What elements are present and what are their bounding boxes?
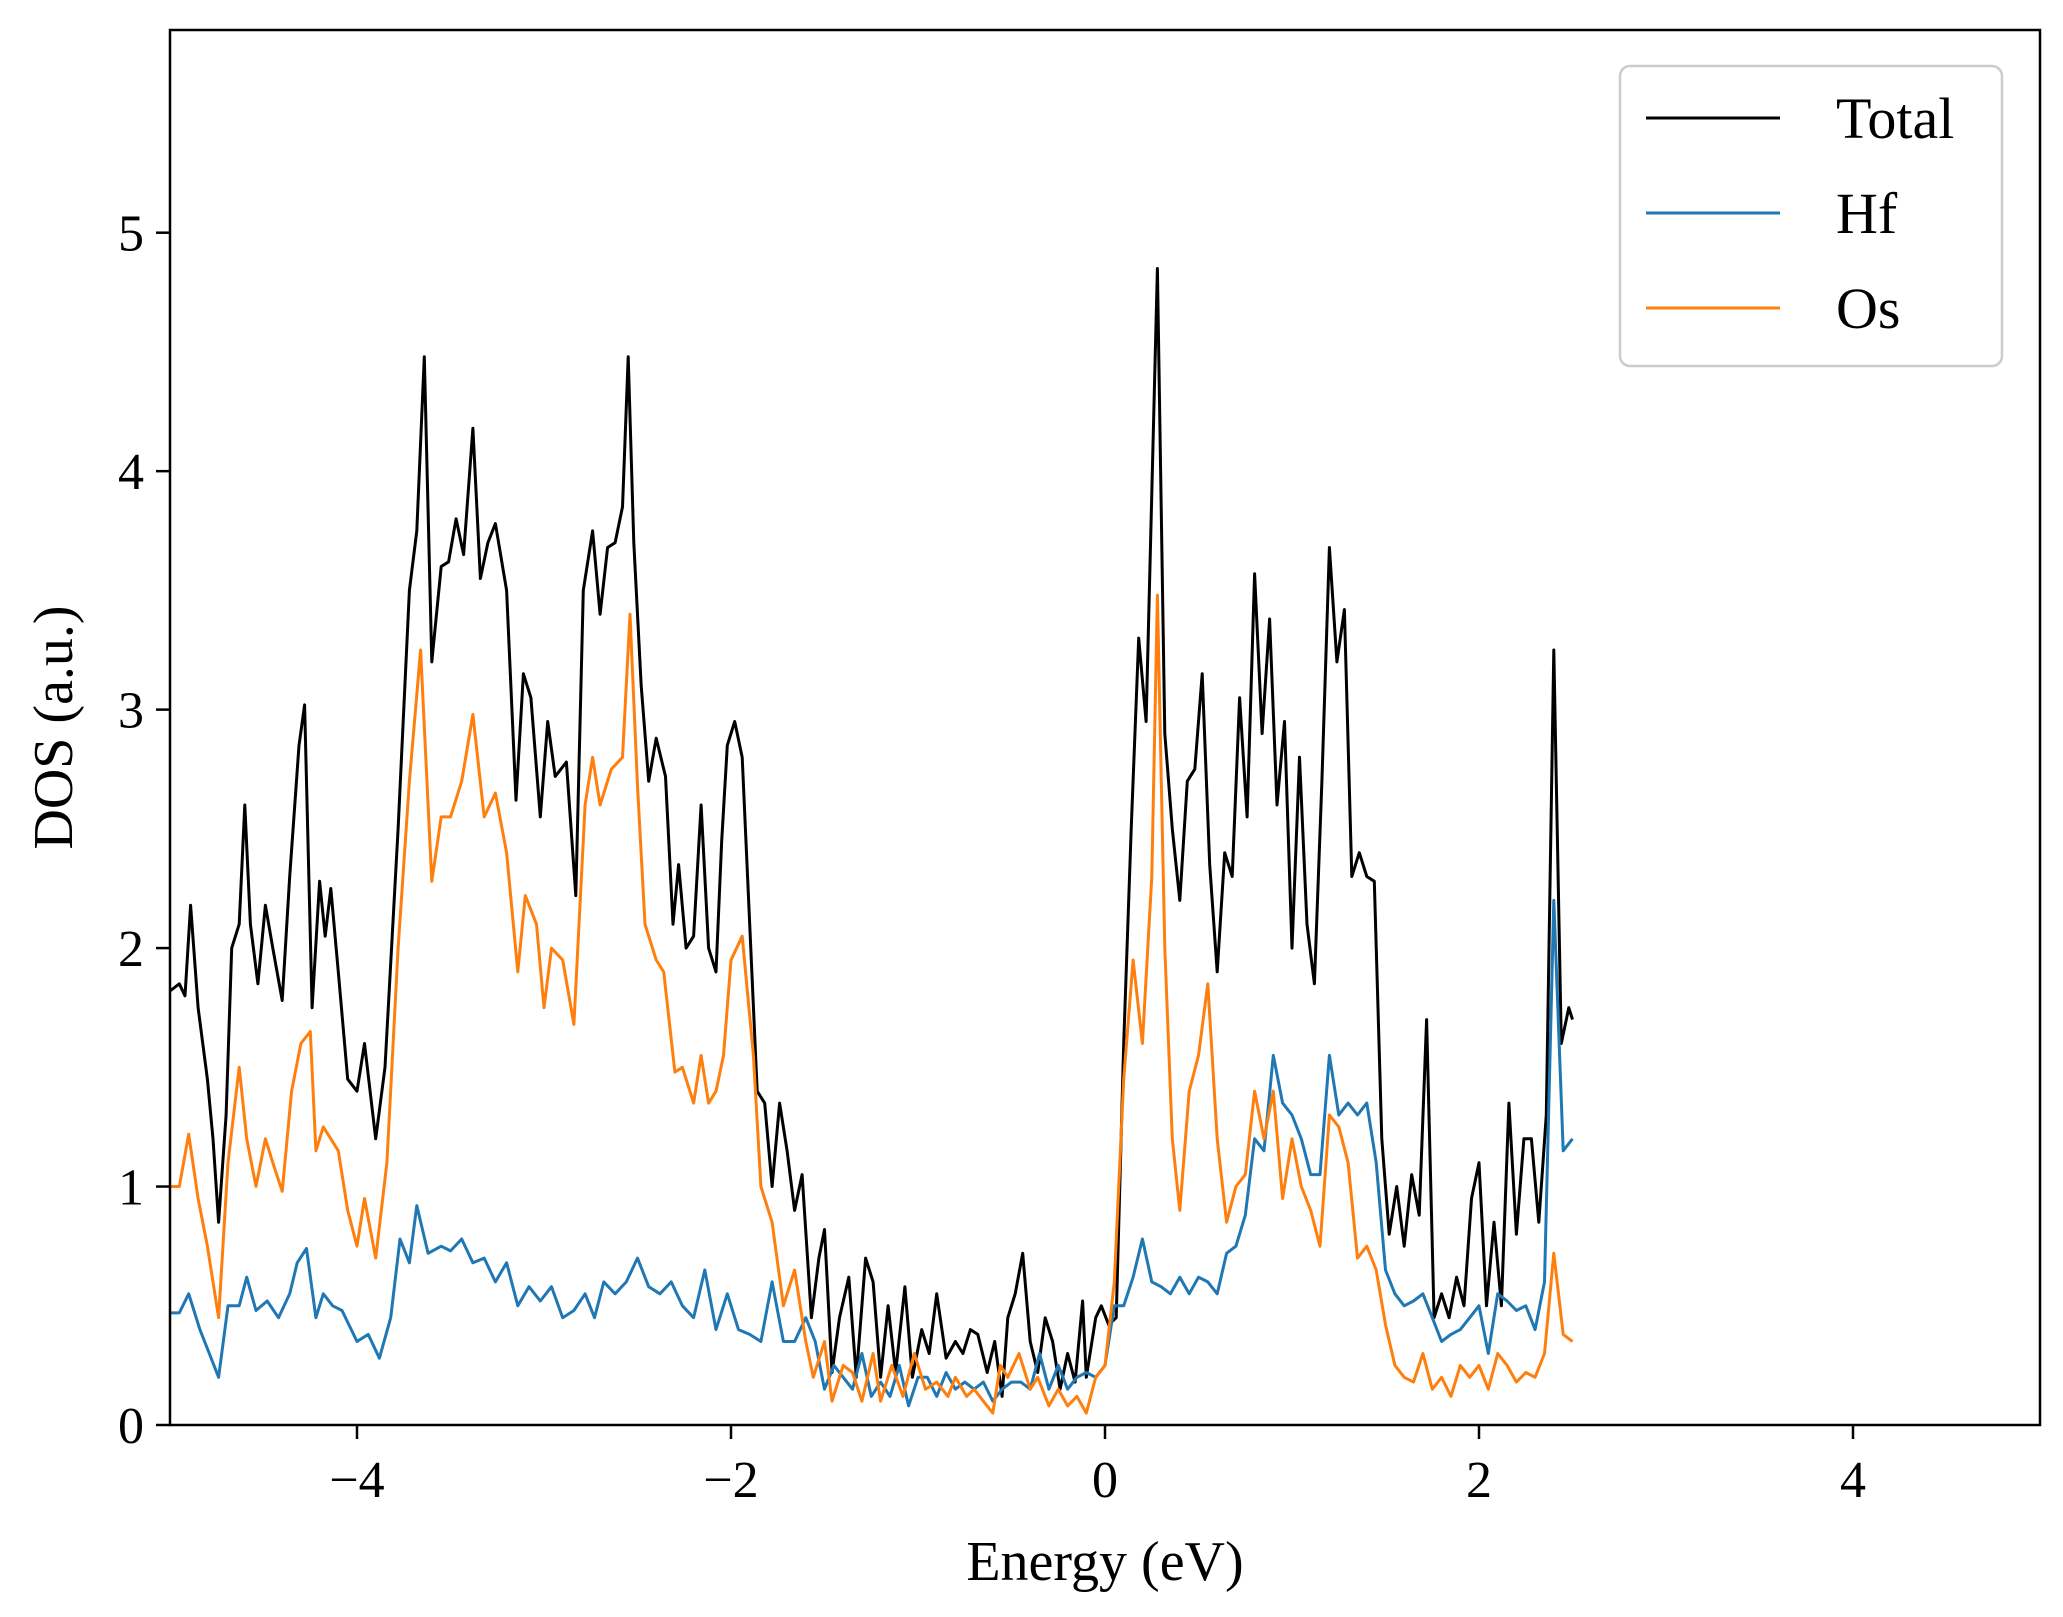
y-tick-label: 5: [118, 206, 144, 263]
y-tick-label: 0: [118, 1398, 144, 1455]
y-tick-label: 2: [118, 921, 144, 978]
y-tick-label: 3: [118, 683, 144, 740]
legend-label-hf: Hf: [1836, 181, 1898, 246]
x-tick-label: −2: [703, 1452, 758, 1509]
legend-box: [1618, 64, 2004, 368]
legend-label-total: Total: [1836, 86, 1954, 151]
y-axis: 0 1 2 3 4 5: [118, 206, 170, 1455]
x-axis: −4 −2 0 2 4: [329, 1425, 1866, 1509]
x-tick-label: 2: [1466, 1452, 1492, 1509]
x-tick-label: −4: [329, 1452, 384, 1509]
series-layer: [169, 267, 1574, 1415]
x-axis-label: Energy (eV): [966, 1531, 1243, 1593]
x-tick-label: 0: [1092, 1452, 1118, 1509]
x-tick-label: 4: [1840, 1452, 1866, 1509]
series-line-os: [170, 593, 1574, 1415]
y-tick-label: 1: [118, 1160, 144, 1217]
legend: Total Hf Os: [1618, 64, 2004, 368]
series-line-total: [169, 267, 1574, 1398]
legend-label-os: Os: [1836, 276, 1900, 341]
series-line-hf: [170, 898, 1574, 1408]
y-tick-label: 4: [118, 444, 144, 501]
y-axis-label: DOS (a.u.): [23, 605, 85, 849]
